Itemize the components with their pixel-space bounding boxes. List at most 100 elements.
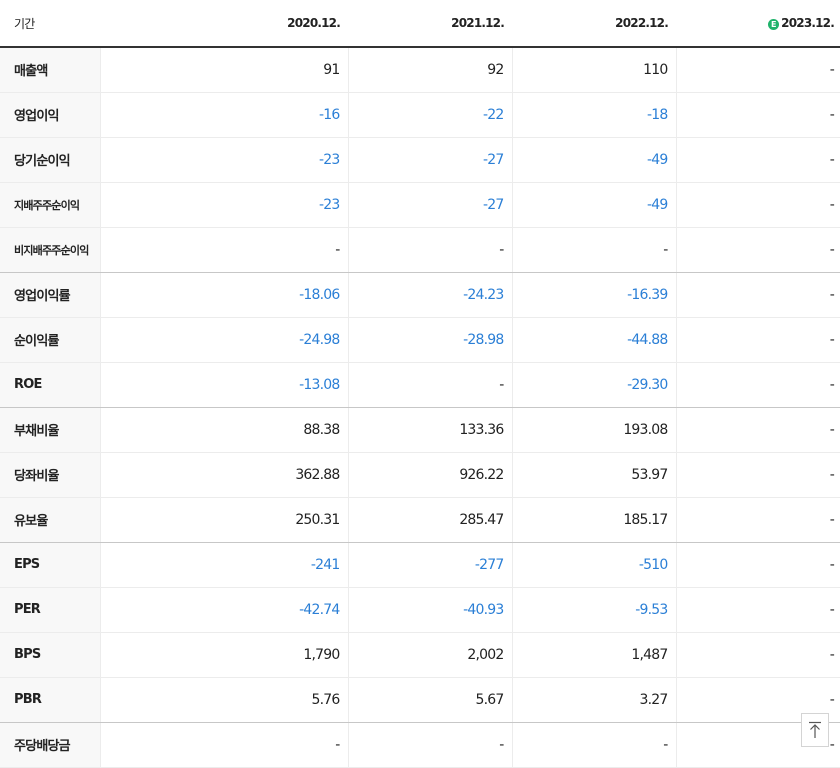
value-cell: 5.67: [347, 677, 512, 723]
value-cell: -: [675, 542, 840, 588]
row-label: 당좌비율: [0, 452, 100, 498]
row-label: 순이익률: [0, 317, 100, 363]
value-cell: -23: [99, 137, 348, 183]
row-label: ROE: [0, 362, 100, 408]
value-cell: 250.31: [99, 497, 348, 543]
table-row: 주당배당금 - - - -: [0, 722, 840, 768]
value-cell: -9.53: [511, 587, 676, 633]
value-cell: -: [347, 362, 512, 408]
value-cell: 110: [511, 47, 676, 93]
value-cell: -: [675, 137, 840, 183]
value-cell: 185.17: [511, 497, 676, 543]
value-cell: 88.38: [99, 407, 348, 453]
table-row: PER -42.74 -40.93 -9.53-: [0, 587, 840, 633]
table-row: BPS 1,790 2,002 1,487-: [0, 632, 840, 678]
value-cell: -: [511, 227, 676, 273]
value-cell: 91: [99, 47, 348, 93]
value-cell: -510: [511, 542, 676, 588]
period-label-header: 기간: [0, 0, 100, 48]
value-cell: -: [675, 407, 840, 453]
table-row: 당기순이익 -23 -27 -49-: [0, 137, 840, 183]
value-cell: -241: [99, 542, 348, 588]
value-cell: -24.98: [99, 317, 348, 363]
value-cell: -: [675, 497, 840, 543]
row-label: 지배주주순이익: [0, 182, 100, 228]
value-cell: -44.88: [511, 317, 676, 363]
value-cell: 926.22: [347, 452, 512, 498]
value-cell: -: [99, 722, 348, 768]
value-cell: -: [675, 587, 840, 633]
value-cell: 193.08: [511, 407, 676, 453]
value-cell: -42.74: [99, 587, 348, 633]
value-cell: -: [675, 632, 840, 678]
value-cell: -13.08: [99, 362, 348, 408]
value-cell: -: [675, 362, 840, 408]
value-cell: -: [675, 317, 840, 363]
value-cell: -18: [511, 92, 676, 138]
value-cell: -: [675, 182, 840, 228]
value-cell: -24.23: [347, 272, 512, 318]
period-header-2023-estimate: E 2023.12.: [676, 0, 840, 48]
table-row: PBR 5.76 5.67 3.27-: [0, 677, 840, 723]
value-cell: -23: [99, 182, 348, 228]
period-header-2020: 2020.12.: [100, 0, 348, 48]
value-cell: 133.36: [347, 407, 512, 453]
value-cell: 1,790: [99, 632, 348, 678]
value-cell: -16: [99, 92, 348, 138]
table-row: 순이익률 -24.98 -28.98 -44.88-: [0, 317, 840, 363]
value-cell: -: [675, 272, 840, 318]
table-header-row: 기간 2020.12. 2021.12. 2022.12. E 2023.12.: [0, 0, 840, 48]
value-cell: -18.06: [99, 272, 348, 318]
value-cell: 5.76: [99, 677, 348, 723]
row-label: BPS: [0, 632, 100, 678]
value-cell: -40.93: [347, 587, 512, 633]
value-cell: -27: [347, 182, 512, 228]
value-cell: 1,487: [511, 632, 676, 678]
table-row: 매출액 91 92 110-: [0, 47, 840, 93]
value-cell: -49: [511, 182, 676, 228]
value-cell: -22: [347, 92, 512, 138]
table-row: 영업이익 -16 -22 -18-: [0, 92, 840, 138]
period-header-2023-label: 2023.12.: [781, 16, 835, 30]
value-cell: 53.97: [511, 452, 676, 498]
value-cell: -: [511, 722, 676, 768]
value-cell: -28.98: [347, 317, 512, 363]
row-label: PBR: [0, 677, 100, 723]
value-cell: -: [675, 47, 840, 93]
value-cell: -: [675, 92, 840, 138]
estimate-icon: E: [768, 19, 780, 30]
row-label: PER: [0, 587, 100, 633]
table-row: EPS -241 -277 -510-: [0, 542, 840, 588]
row-label: 주당배당금: [0, 722, 100, 768]
value-cell: 2,002: [347, 632, 512, 678]
value-cell: -: [347, 722, 512, 768]
value-cell: -277: [347, 542, 512, 588]
value-cell: -: [675, 452, 840, 498]
scroll-to-top-button[interactable]: [801, 713, 829, 747]
table-row: 유보율 250.31 285.47 185.17-: [0, 497, 840, 543]
arrow-up-to-top-icon: [809, 721, 821, 738]
value-cell: -: [347, 227, 512, 273]
value-cell: -49: [511, 137, 676, 183]
period-header-2021: 2021.12.: [348, 0, 512, 48]
row-label: EPS: [0, 542, 100, 588]
row-label: 유보율: [0, 497, 100, 543]
table-row: 지배주주순이익 -23 -27 -49-: [0, 182, 840, 228]
table-row: 영업이익률 -18.06 -24.23 -16.39-: [0, 272, 840, 318]
period-header-2022: 2022.12.: [512, 0, 676, 48]
row-label: 당기순이익: [0, 137, 100, 183]
table-row: ROE -13.08- -29.30-: [0, 362, 840, 408]
value-cell: -: [99, 227, 348, 273]
value-cell: 362.88: [99, 452, 348, 498]
row-label: 비지배주주순이익: [0, 227, 100, 273]
row-label: 영업이익: [0, 92, 100, 138]
value-cell: 3.27: [511, 677, 676, 723]
table-body: 매출액 91 92 110- 영업이익 -16 -22 -18- 당기순이익 -23 -27 -49-…: [0, 47, 840, 768]
row-label: 매출액: [0, 47, 100, 93]
value-cell: -: [675, 227, 840, 273]
value-cell: -29.30: [511, 362, 676, 408]
row-label: 부채비율: [0, 407, 100, 453]
table-row: 부채비율 88.38 133.36 193.08-: [0, 407, 840, 453]
value-cell: 92: [347, 47, 512, 93]
